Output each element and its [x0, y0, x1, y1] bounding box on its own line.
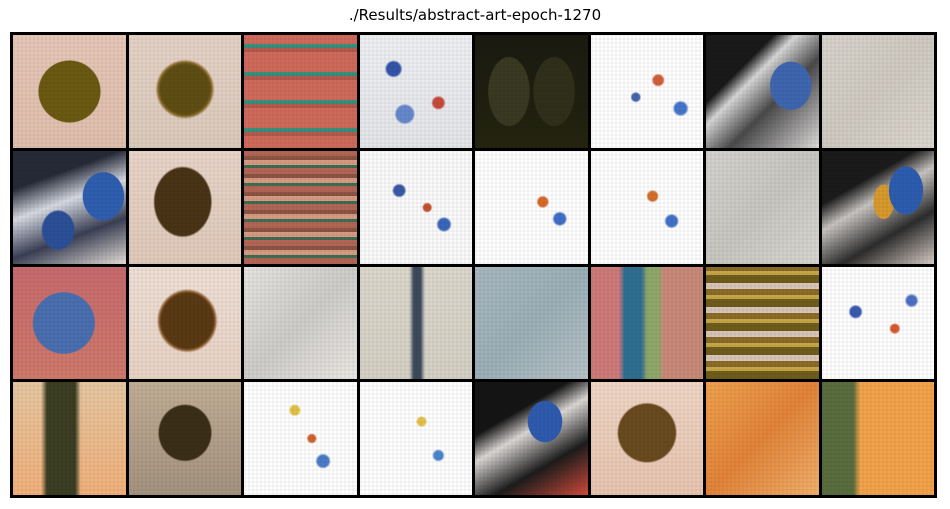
art-tile: [706, 266, 819, 380]
image-grid: [10, 32, 937, 498]
art-tile: [359, 150, 472, 264]
art-tile: [13, 382, 126, 495]
art-tile: [821, 35, 934, 148]
art-tile: [475, 35, 588, 148]
art-tile: [128, 150, 241, 264]
art-tile: [821, 266, 934, 380]
art-tile: [706, 150, 819, 264]
art-tile: [821, 150, 934, 264]
art-tile: [475, 382, 588, 495]
art-tile: [359, 35, 472, 148]
art-tile: [244, 266, 357, 380]
art-tile: [475, 266, 588, 380]
art-tile: [13, 266, 126, 380]
art-tile: [13, 150, 126, 264]
art-tile: [128, 35, 241, 148]
art-tile: [590, 150, 703, 264]
art-tile: [244, 150, 357, 264]
figure-title: ./Results/abstract-art-epoch-1270: [348, 6, 602, 24]
art-tile: [590, 35, 703, 148]
art-tile: [706, 35, 819, 148]
art-tile: [706, 382, 819, 495]
art-tile: [590, 266, 703, 380]
art-tile: [590, 382, 703, 495]
art-tile: [359, 382, 472, 495]
art-tile: [13, 35, 126, 148]
art-tile: [821, 382, 934, 495]
art-tile: [244, 35, 357, 148]
art-tile: [128, 266, 241, 380]
art-tile: [475, 150, 588, 264]
art-tile: [359, 266, 472, 380]
art-tile: [128, 382, 241, 495]
art-tile: [244, 382, 357, 495]
